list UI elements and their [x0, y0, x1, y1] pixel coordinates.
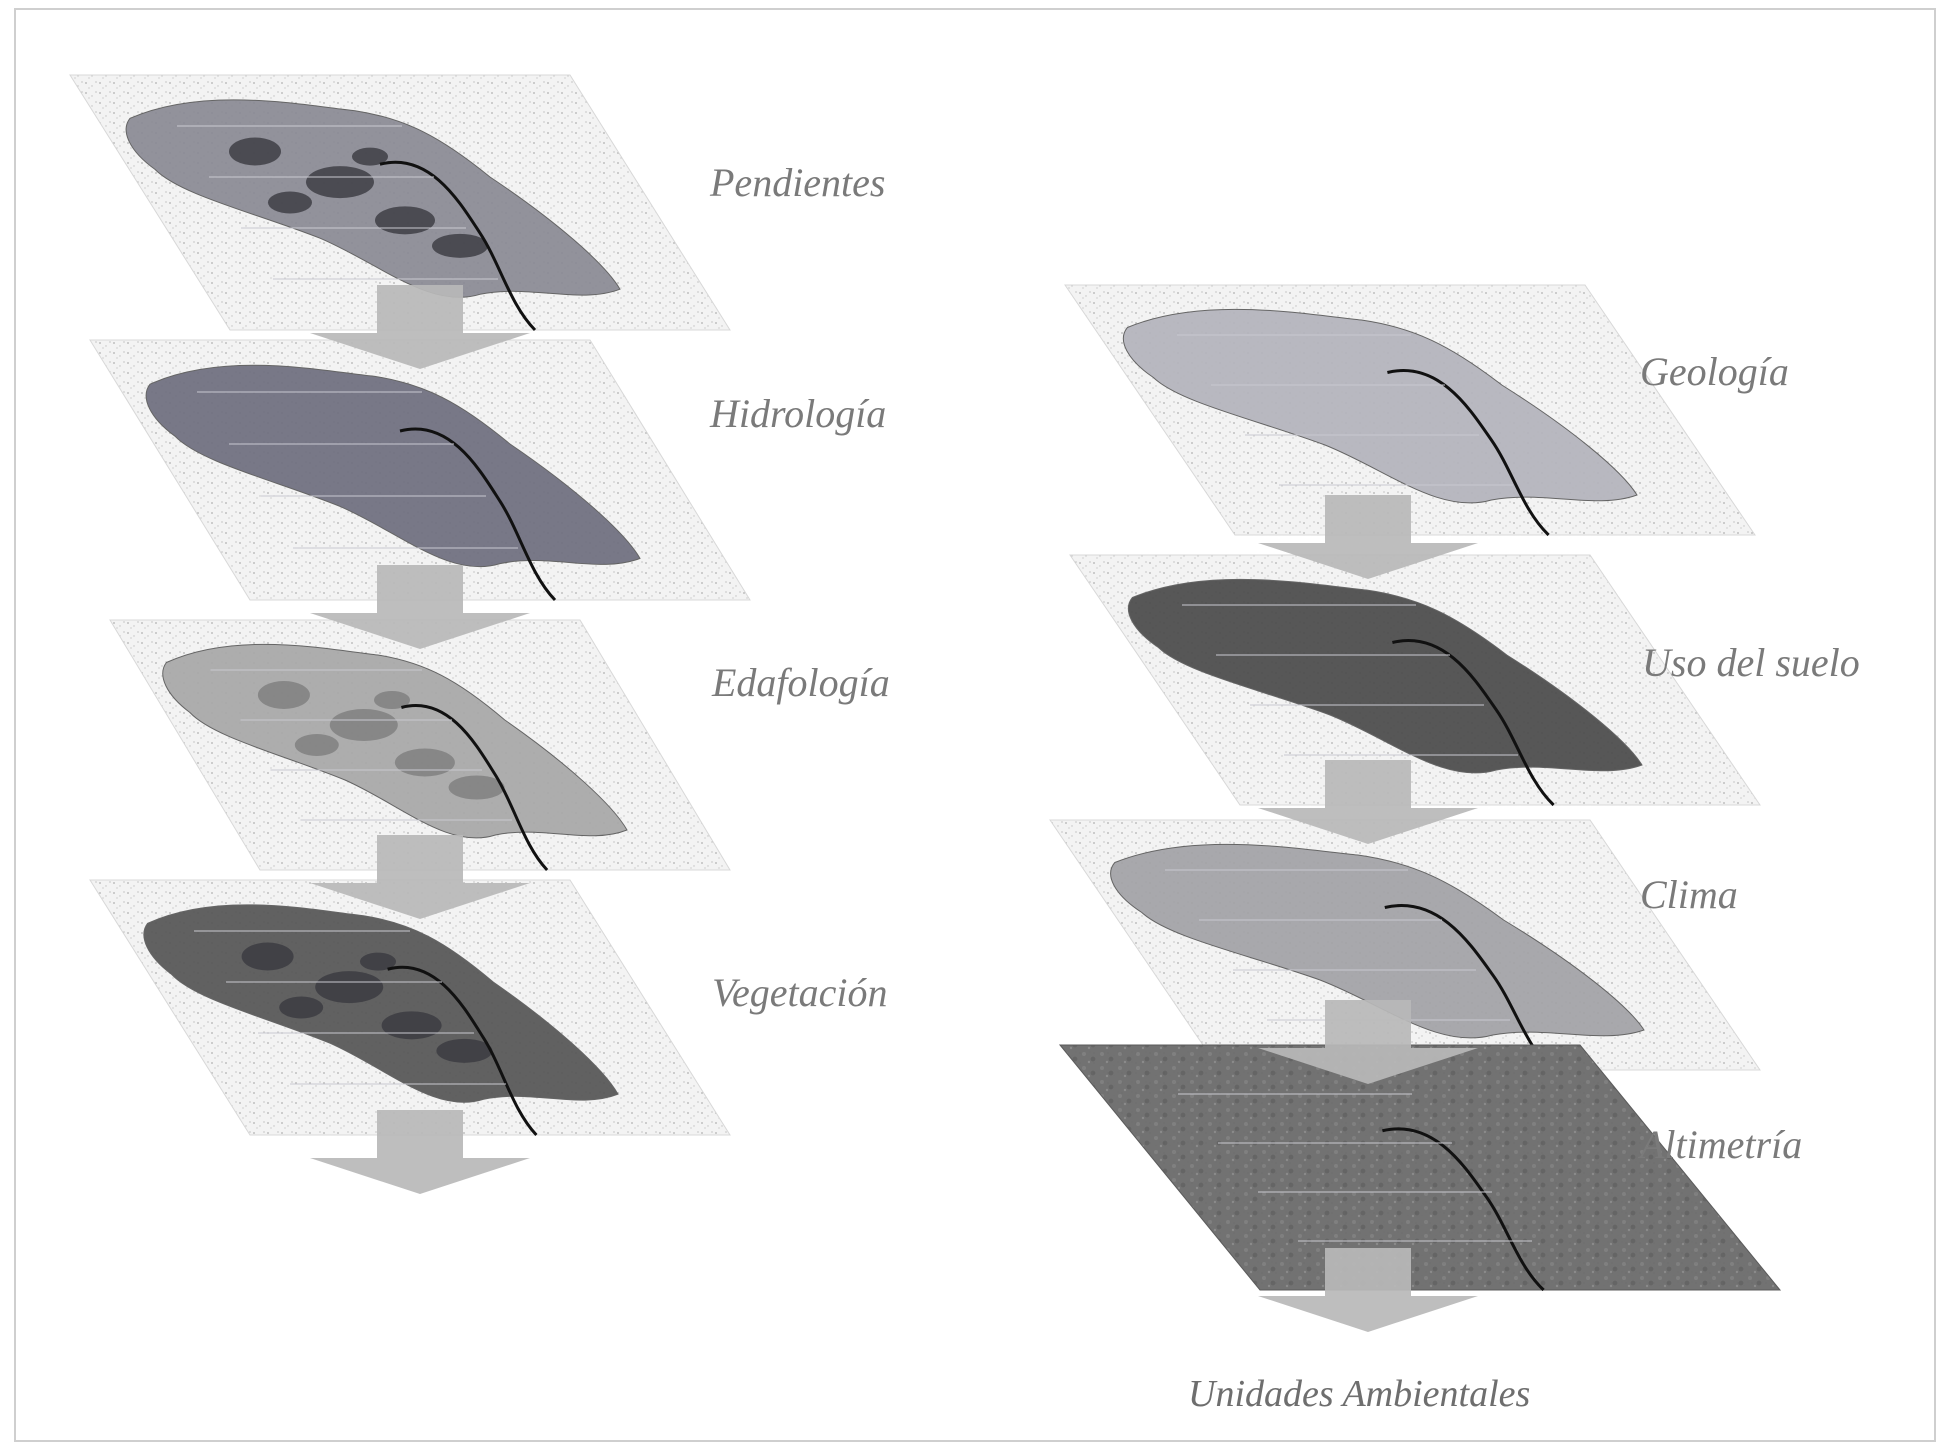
right-layer-panel-2	[1049, 819, 1761, 1072]
left-down-arrow-3	[310, 1110, 530, 1194]
left-layer-panel-3	[89, 879, 731, 1137]
result-label-unidades-ambientales: Unidades Ambientales	[1188, 1373, 1531, 1415]
left-layer-panel-2	[109, 619, 731, 872]
layer-label-geologia: Geología	[1640, 349, 1789, 394]
layer-label-clima: Clima	[1640, 872, 1738, 917]
layer-label-vegetacion: Vegetación	[712, 970, 888, 1015]
right-down-arrow-3	[1258, 1248, 1478, 1332]
layer-label-hidrologia: Hidrología	[710, 391, 887, 436]
right-layer-panel-0	[1064, 284, 1756, 537]
left-down-arrow-0	[310, 285, 530, 369]
layer-label-uso-del-suelo: Uso del suelo	[1642, 640, 1860, 685]
left-down-arrow-1	[310, 565, 530, 649]
layer-label-altimetria: Altimetría	[1640, 1122, 1803, 1167]
left-down-arrow-2	[310, 835, 530, 919]
layer-label-edafologia: Edafología	[712, 660, 890, 705]
right-layer-panel-1	[1069, 554, 1761, 807]
right-layer-panel-3	[1058, 1044, 1782, 1292]
layer-label-pendientes: Pendientes	[710, 160, 886, 205]
right-down-arrow-2	[1258, 1000, 1478, 1084]
right-down-arrow-1	[1258, 760, 1478, 844]
left-layer-panel-0	[69, 74, 731, 332]
left-layer-panel-1	[89, 339, 751, 602]
right-down-arrow-0	[1258, 495, 1478, 579]
